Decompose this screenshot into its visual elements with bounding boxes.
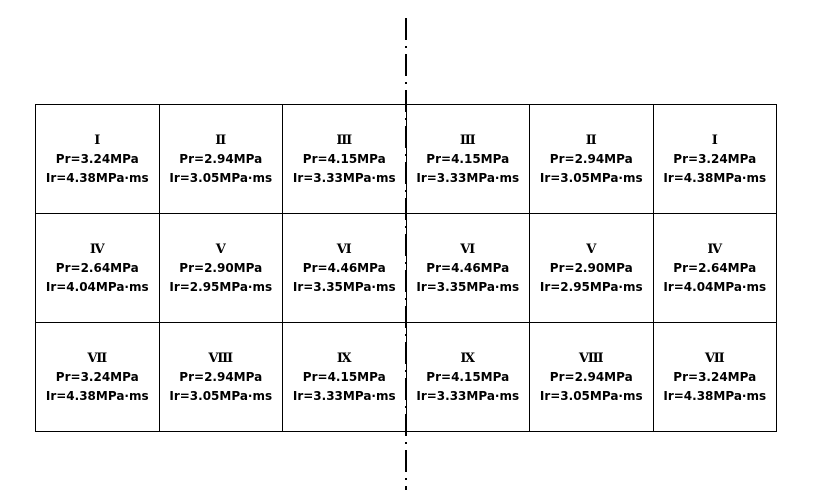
table-cell: Ⅲ Pr=4.15MPa Ir=3.33MPa·ms: [405, 104, 530, 214]
peak-pressure: Pr=4.15MPa: [302, 151, 386, 166]
impulse: Ir=3.33MPa·ms: [292, 170, 396, 185]
peak-pressure: Pr=2.90MPa: [179, 260, 263, 275]
impulse: Ir=3.05MPa·ms: [169, 388, 273, 403]
table-cell: Ⅲ Pr=4.15MPa Ir=3.33MPa·ms: [282, 104, 407, 214]
impulse: Ir=3.05MPa·ms: [539, 388, 643, 403]
peak-pressure: Pr=2.94MPa: [179, 369, 263, 384]
peak-pressure: Pr=3.24MPa: [55, 151, 139, 166]
impulse: Ir=3.35MPa·ms: [292, 279, 396, 294]
peak-pressure: Pr=2.94MPa: [179, 151, 263, 166]
table-cell: Ⅷ Pr=2.94MPa Ir=3.05MPa·ms: [158, 322, 283, 432]
impulse: Ir=4.38MPa·ms: [663, 170, 767, 185]
table-cell: Ⅰ Pr=3.24MPa Ir=4.38MPa·ms: [35, 104, 160, 214]
zone-numeral: Ⅰ: [94, 132, 101, 148]
peak-pressure: Pr=2.94MPa: [549, 151, 633, 166]
peak-pressure: Pr=4.15MPa: [302, 369, 386, 384]
zone-numeral: Ⅸ: [336, 350, 352, 366]
table-cell: Ⅴ Pr=2.90MPa Ir=2.95MPa·ms: [158, 213, 283, 323]
impulse: Ir=3.33MPa·ms: [416, 388, 520, 403]
impulse: Ir=4.04MPa·ms: [663, 279, 767, 294]
zone-numeral: Ⅵ: [336, 241, 352, 257]
table-cell: Ⅳ Pr=2.64MPa Ir=4.04MPa·ms: [35, 213, 160, 323]
peak-pressure: Pr=4.15MPa: [426, 151, 510, 166]
peak-pressure: Pr=4.15MPa: [426, 369, 510, 384]
table-cell: Ⅳ Pr=2.64MPa Ir=4.04MPa·ms: [652, 213, 777, 323]
zone-numeral: Ⅱ: [215, 132, 227, 148]
table-cell: Ⅵ Pr=4.46MPa Ir=3.35MPa·ms: [282, 213, 407, 323]
peak-pressure: Pr=3.24MPa: [673, 369, 757, 384]
impulse: Ir=4.38MPa·ms: [45, 388, 149, 403]
pressure-table: Ⅰ Pr=3.24MPa Ir=4.38MPa·ms Ⅱ Pr=2.94MPa Ir=3.…: [35, 104, 777, 432]
zone-numeral: Ⅸ: [460, 350, 476, 366]
zone-numeral: Ⅵ: [460, 241, 476, 257]
impulse: Ir=3.33MPa·ms: [416, 170, 520, 185]
table-row: Ⅳ Pr=2.64MPa Ir=4.04MPa·ms Ⅴ Pr=2.90MPa Ir=2.…: [35, 213, 777, 323]
impulse: Ir=3.35MPa·ms: [416, 279, 520, 294]
impulse: Ir=3.05MPa·ms: [539, 170, 643, 185]
impulse: Ir=4.38MPa·ms: [45, 170, 149, 185]
impulse: Ir=3.05MPa·ms: [169, 170, 273, 185]
table-cell: Ⅷ Pr=2.94MPa Ir=3.05MPa·ms: [529, 322, 654, 432]
zone-numeral: Ⅲ: [459, 132, 476, 148]
table-cell: Ⅸ Pr=4.15MPa Ir=3.33MPa·ms: [405, 322, 530, 432]
peak-pressure: Pr=2.64MPa: [55, 260, 139, 275]
zone-numeral: Ⅲ: [336, 132, 353, 148]
zone-numeral: Ⅶ: [704, 350, 725, 366]
peak-pressure: Pr=3.24MPa: [55, 369, 139, 384]
impulse: Ir=4.04MPa·ms: [45, 279, 149, 294]
peak-pressure: Pr=3.24MPa: [673, 151, 757, 166]
peak-pressure: Pr=2.90MPa: [549, 260, 633, 275]
peak-pressure: Pr=4.46MPa: [302, 260, 386, 275]
zone-numeral: Ⅶ: [87, 350, 108, 366]
zone-numeral: Ⅱ: [585, 132, 597, 148]
table-row: Ⅰ Pr=3.24MPa Ir=4.38MPa·ms Ⅱ Pr=2.94MPa Ir=3.…: [35, 104, 777, 214]
table-row: Ⅶ Pr=3.24MPa Ir=4.38MPa·ms Ⅷ Pr=2.94MPa Ir=3.…: [35, 322, 777, 432]
table-cell: Ⅵ Pr=4.46MPa Ir=3.35MPa·ms: [405, 213, 530, 323]
table-cell: Ⅱ Pr=2.94MPa Ir=3.05MPa·ms: [529, 104, 654, 214]
zone-numeral: Ⅷ: [578, 350, 604, 366]
table-cell: Ⅰ Pr=3.24MPa Ir=4.38MPa·ms: [652, 104, 777, 214]
peak-pressure: Pr=4.46MPa: [426, 260, 510, 275]
zone-numeral: Ⅴ: [215, 241, 226, 257]
peak-pressure: Pr=2.64MPa: [673, 260, 757, 275]
zone-numeral: Ⅳ: [89, 241, 105, 257]
table-cell: Ⅱ Pr=2.94MPa Ir=3.05MPa·ms: [158, 104, 283, 214]
impulse: Ir=3.33MPa·ms: [292, 388, 396, 403]
impulse: Ir=2.95MPa·ms: [539, 279, 643, 294]
table-cell: Ⅶ Pr=3.24MPa Ir=4.38MPa·ms: [652, 322, 777, 432]
impulse: Ir=4.38MPa·ms: [663, 388, 767, 403]
zone-numeral: Ⅳ: [707, 241, 723, 257]
zone-numeral: Ⅷ: [208, 350, 234, 366]
peak-pressure: Pr=2.94MPa: [549, 369, 633, 384]
zone-numeral: Ⅴ: [586, 241, 597, 257]
impulse: Ir=2.95MPa·ms: [169, 279, 273, 294]
zone-numeral: Ⅰ: [711, 132, 718, 148]
table-cell: Ⅶ Pr=3.24MPa Ir=4.38MPa·ms: [35, 322, 160, 432]
